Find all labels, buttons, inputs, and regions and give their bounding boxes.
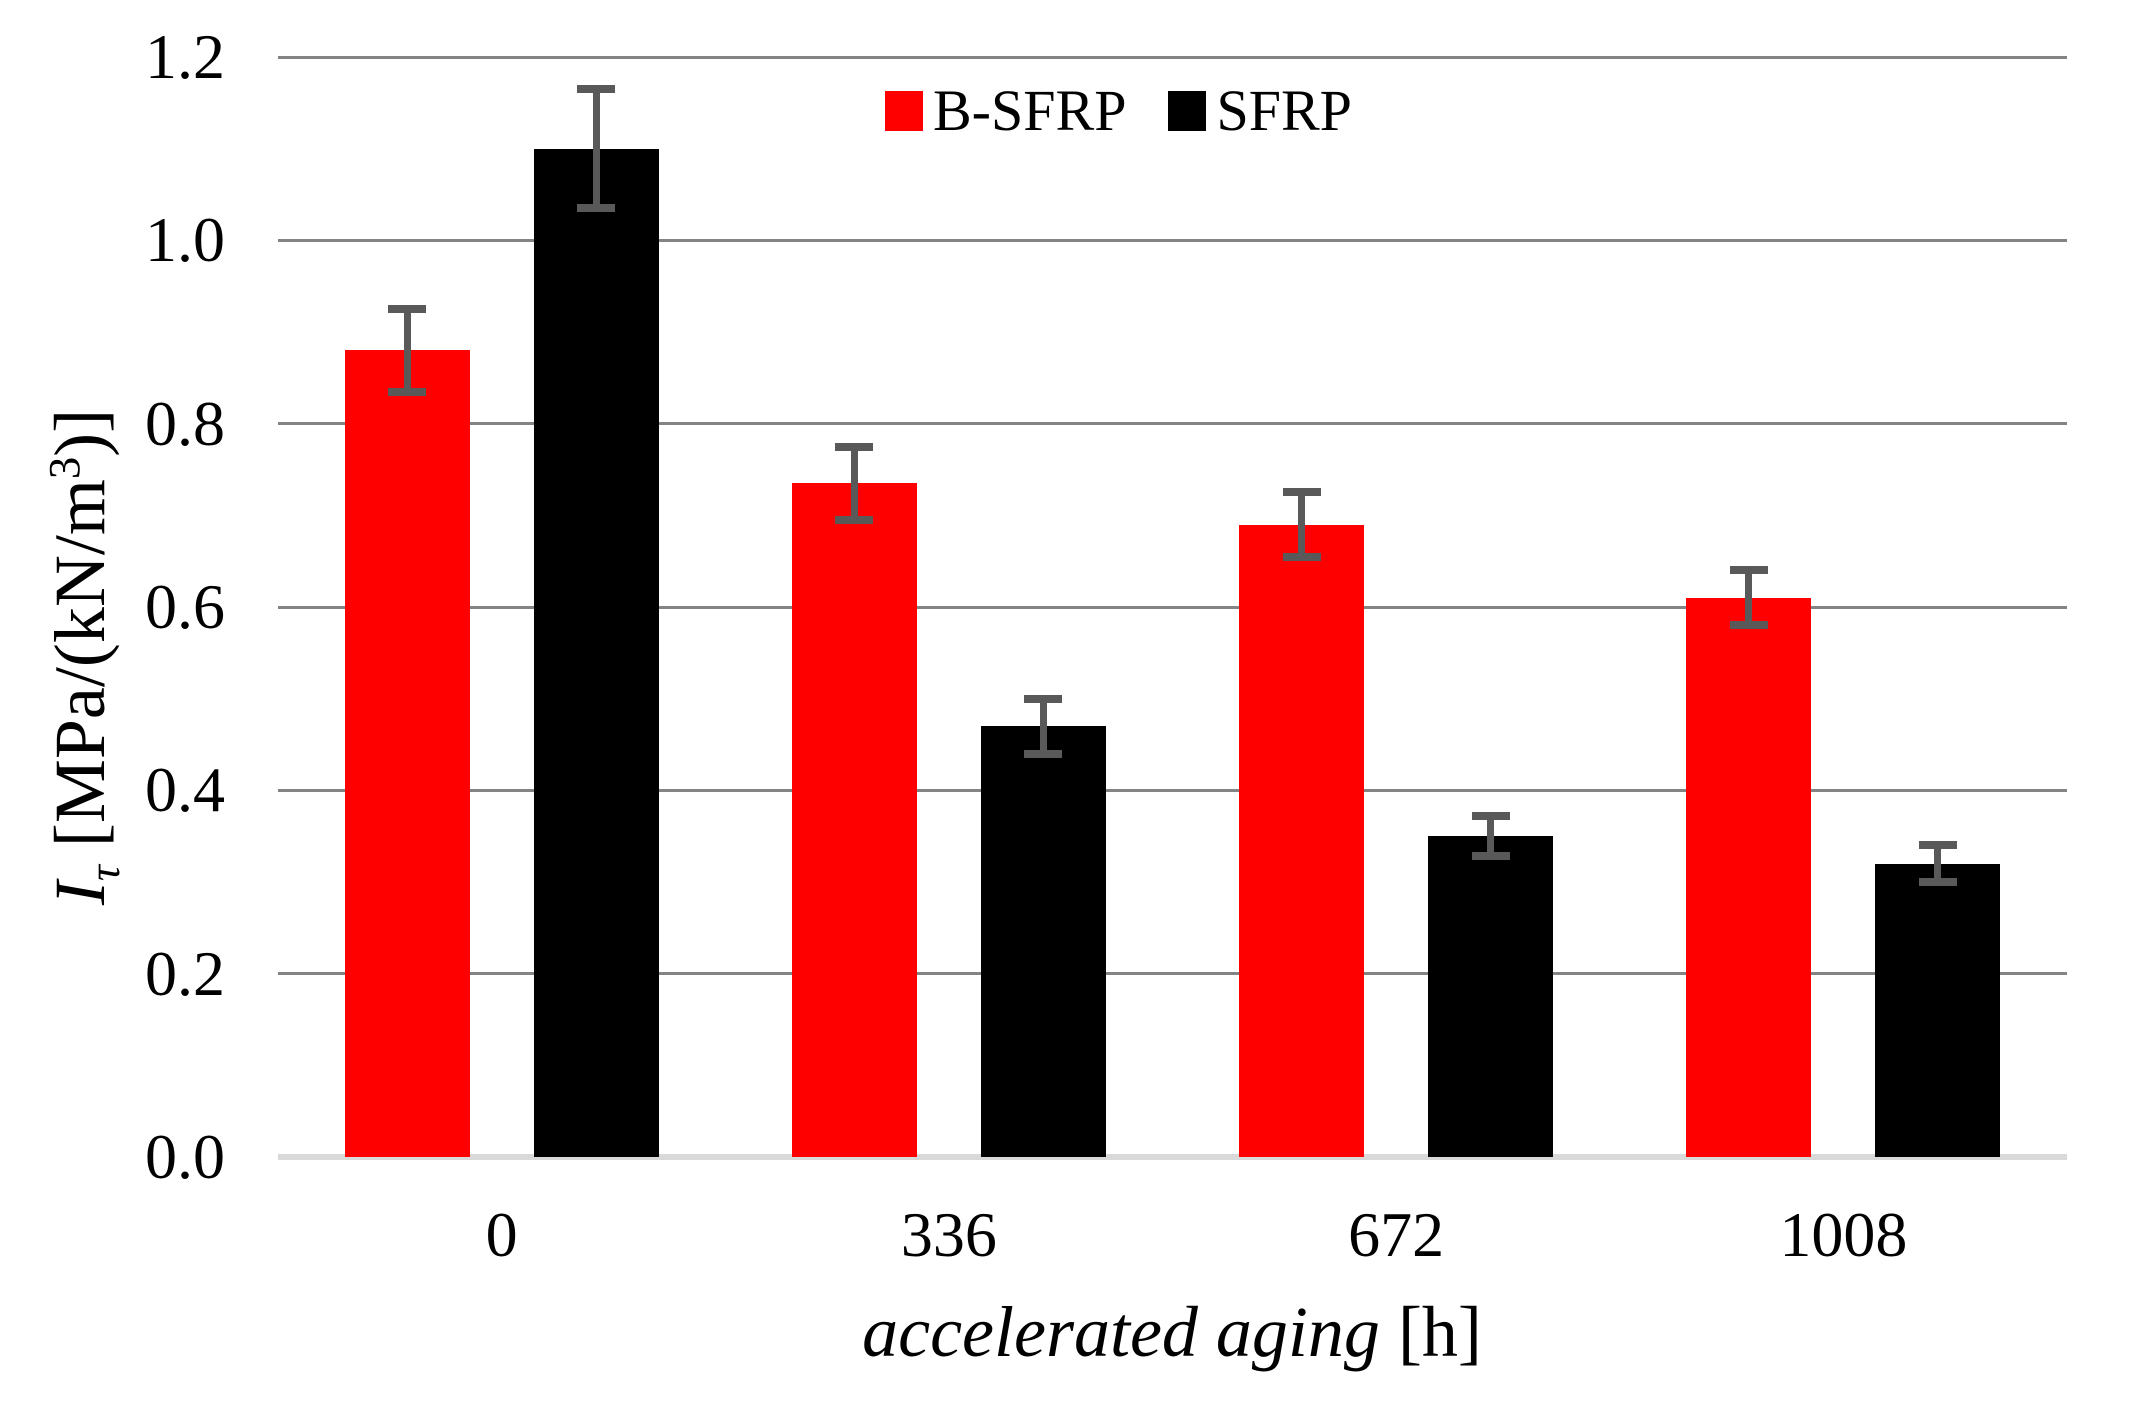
- error-bar-stem-b-sfrp-336: [850, 446, 858, 520]
- x-tick-label-336: 336: [900, 1199, 997, 1270]
- bar-sfrp-1008: [1875, 863, 2001, 1157]
- error-bar-cap-bottom-b-sfrp-1008: [1729, 621, 1768, 630]
- error-bar-stem-b-sfrp-0: [403, 309, 411, 392]
- legend-swatch-sfrp: [1168, 91, 1207, 131]
- y-axis-superscript: 3: [38, 456, 89, 480]
- y-tick-label-1.0: 1.0: [145, 204, 225, 276]
- error-bar-cap-top-sfrp-672: [1471, 812, 1510, 820]
- y-tick-label-0.8: 0.8: [145, 387, 225, 459]
- legend-label-b-sfrp: B-SFRP: [933, 78, 1127, 143]
- y-tick-label-1.2: 1.2: [145, 21, 225, 92]
- error-bar-stem-sfrp-336: [1039, 698, 1047, 754]
- x-axis-title: accelerated aging [h]: [862, 1292, 1482, 1372]
- y-tick-label-0.6: 0.6: [145, 571, 225, 642]
- error-bar-cap-bottom-b-sfrp-336: [835, 515, 874, 524]
- legend-swatch-b-sfrp: [885, 91, 923, 131]
- legend-item-sfrp: SFRP: [1168, 78, 1352, 143]
- legend-item-b-sfrp: B-SFRP: [885, 82, 1126, 140]
- gridline-0.8: [278, 422, 2067, 426]
- x-tick-label-0: 0: [485, 1199, 518, 1270]
- x-axis-title-unit: [h]: [1379, 1292, 1482, 1372]
- error-bar-stem-b-sfrp-1008: [1745, 570, 1753, 626]
- bar-sfrp-672: [1428, 836, 1554, 1157]
- error-bar-stem-sfrp-672: [1487, 816, 1495, 857]
- error-bar-cap-top-sfrp-1008: [1918, 841, 1957, 850]
- error-bar-cap-bottom-b-sfrp-672: [1282, 552, 1321, 561]
- error-bar-stem-b-sfrp-672: [1298, 492, 1306, 557]
- y-tick-label-0.0: 0.0: [145, 1121, 225, 1192]
- gridline-1.0: [278, 238, 2067, 242]
- error-bar-cap-top-b-sfrp-672: [1282, 488, 1321, 497]
- bar-sfrp-0: [533, 148, 659, 1157]
- gridline-0.2: [278, 972, 2067, 976]
- error-bar-cap-top-b-sfrp-336: [835, 442, 874, 451]
- x-tick-label-672: 672: [1348, 1199, 1445, 1270]
- error-bar-cap-bottom-b-sfrp-0: [388, 387, 427, 396]
- y-axis-variable: I: [39, 881, 120, 906]
- bar-b-sfrp-1008: [1686, 597, 1812, 1157]
- y-axis-title: Iτ [MPa/(kN/m3)]: [38, 409, 130, 905]
- y-tick-label-0.2: 0.2: [145, 937, 225, 1009]
- y-tick-label-0.4: 0.4: [145, 754, 225, 826]
- error-bar-cap-bottom-sfrp-0: [577, 204, 616, 213]
- bar-b-sfrp-672: [1239, 524, 1365, 1157]
- bar-b-sfrp-336: [791, 483, 917, 1157]
- error-bar-cap-bottom-sfrp-1008: [1918, 878, 1957, 886]
- error-bar-stem-sfrp-0: [592, 89, 600, 209]
- error-bar-cap-top-sfrp-336: [1024, 694, 1063, 703]
- legend: B-SFRP SFRP: [885, 82, 1352, 140]
- error-bar-cap-top-sfrp-0: [577, 85, 616, 94]
- legend-label-sfrp: SFRP: [1216, 78, 1352, 143]
- gridline-0.6: [278, 605, 2067, 609]
- bar-b-sfrp-0: [344, 350, 470, 1157]
- x-axis-baseline: [278, 1154, 2067, 1160]
- x-axis-title-text: accelerated aging: [862, 1292, 1380, 1372]
- error-bar-stem-sfrp-1008: [1934, 845, 1942, 882]
- error-bar-cap-top-b-sfrp-0: [388, 305, 427, 314]
- y-axis-subscript: τ: [79, 865, 130, 882]
- gridline-1.2: [278, 55, 2067, 59]
- gridline-0.4: [278, 788, 2067, 792]
- error-bar-cap-bottom-sfrp-336: [1024, 749, 1063, 758]
- error-bar-cap-top-b-sfrp-1008: [1729, 566, 1768, 575]
- error-bar-cap-bottom-sfrp-672: [1471, 852, 1510, 861]
- bar-sfrp-336: [980, 726, 1106, 1157]
- x-tick-label-1008: 1008: [1779, 1199, 1908, 1270]
